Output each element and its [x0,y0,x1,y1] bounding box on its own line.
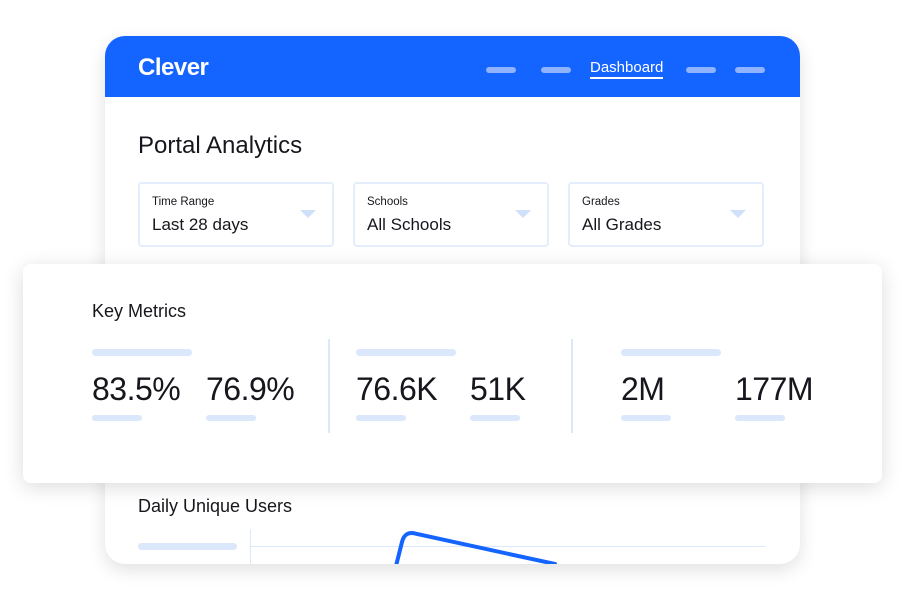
nav-dashboard-link[interactable]: Dashboard [590,59,664,79]
metric-label-placeholder [621,349,721,356]
top-nav: Clever Dashboard [105,36,800,97]
chart-line [394,531,557,564]
chevron-down-icon [300,210,316,218]
metric-value: 2M [621,371,665,407]
dropdown-label: Time Range [152,196,215,208]
metric-sub-placeholder [356,415,406,421]
metric-value: 177M [735,371,814,407]
schools-dropdown[interactable]: Schools All Schools [353,182,549,247]
chart-title: Daily Unique Users [138,496,293,516]
metric-sub-placeholder [206,415,256,421]
dropdown-label: Schools [367,196,408,208]
metric-value: 51K [470,371,526,407]
divider [328,339,330,433]
nav-item-placeholder[interactable] [486,67,516,73]
time-range-dropdown[interactable]: Time Range Last 28 days [138,182,334,247]
metric-value: 83.5% [92,371,181,407]
chevron-down-icon [515,210,531,218]
nav-item-placeholder[interactable] [735,67,765,73]
chevron-down-icon [730,210,746,218]
metric-label-placeholder [92,349,192,356]
metric-sub-placeholder [470,415,520,421]
metric-value: 76.9% [206,371,295,407]
nav-item-placeholder[interactable] [686,67,716,73]
chart-axis [250,529,251,564]
dropdown-value: All Grades [582,215,662,234]
clever-logo: Clever [138,54,209,81]
page-title: Portal Analytics [138,132,303,159]
dropdown-value: Last 28 days [152,215,249,234]
metric-label-placeholder [356,349,456,356]
nav-item-placeholder[interactable] [541,67,571,73]
metric-sub-placeholder [735,415,785,421]
key-metrics-title: Key Metrics [92,301,187,321]
metric-sub-placeholder [621,415,671,421]
dropdown-label: Grades [582,196,620,208]
chart-legend-placeholder [138,543,237,550]
key-metrics-card: Key Metrics 83.5% 76.9% 76.6K 51K 2M 177… [23,264,882,483]
grades-dropdown[interactable]: Grades All Grades [568,182,764,247]
metric-sub-placeholder [92,415,142,421]
metric-value: 76.6K [356,371,438,407]
divider [571,339,573,433]
chart-gridline [251,546,765,547]
dropdown-value: All Schools [367,215,452,234]
